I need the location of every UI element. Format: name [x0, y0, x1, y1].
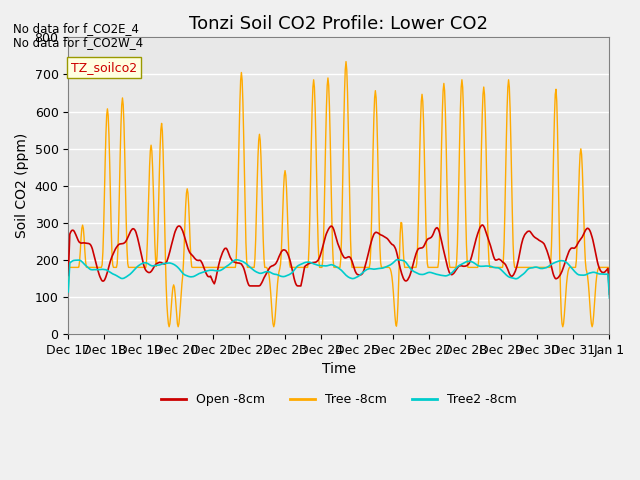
Y-axis label: Soil CO2 (ppm): Soil CO2 (ppm): [15, 133, 29, 239]
Legend: Open -8cm, Tree -8cm, Tree2 -8cm: Open -8cm, Tree -8cm, Tree2 -8cm: [156, 388, 522, 411]
Text: TZ_soilco2: TZ_soilco2: [71, 61, 137, 74]
Text: No data for f_CO2E_4: No data for f_CO2E_4: [13, 22, 139, 35]
Text: No data for f_CO2W_4: No data for f_CO2W_4: [13, 36, 143, 49]
Title: Tonzi Soil CO2 Profile: Lower CO2: Tonzi Soil CO2 Profile: Lower CO2: [189, 15, 488, 33]
X-axis label: Time: Time: [322, 362, 356, 376]
